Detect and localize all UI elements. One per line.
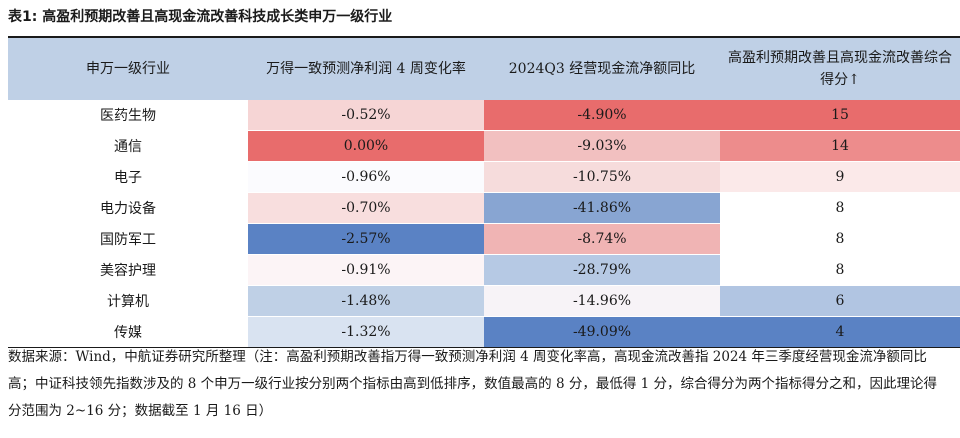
cashflow-cell: -10.75% [484,161,720,193]
profit-cell: -1.48% [248,285,484,317]
profit-cell: -1.32% [248,316,484,348]
table-row: 医药生物 -0.52% -4.90% 15 [8,100,960,131]
industry-cell: 通信 [8,130,248,162]
table-header-row: 申万一级行业 万得一致预测净利润 4 周变化率 2024Q3 经营现金流净额同比… [8,36,960,100]
score-cell: 8 [720,223,960,255]
profit-cell: -0.52% [248,100,484,131]
cashflow-cell: -9.03% [484,130,720,162]
profit-cell: -2.57% [248,223,484,255]
score-cell: 4 [720,316,960,348]
industry-cell: 美容护理 [8,254,248,286]
source-note: 数据来源：Wind，中航证券研究所整理（注：高盈利预期改善指万得一致预测净利润 … [8,349,938,419]
table-row: 国防军工 -2.57% -8.74% 8 [8,223,960,255]
profit-cell: -0.96% [248,161,484,193]
header-profit-change: 万得一致预测净利润 4 周变化率 [248,36,484,100]
industry-cell: 计算机 [8,285,248,317]
header-industry: 申万一级行业 [8,36,248,100]
score-cell: 8 [720,254,960,286]
cashflow-cell: -28.79% [484,254,720,286]
cashflow-cell: -8.74% [484,223,720,255]
industry-cell: 传媒 [8,316,248,348]
industry-cell: 电子 [8,161,248,193]
cashflow-cell: -4.90% [484,100,720,131]
table-row: 电子 -0.96% -10.75% 9 [8,161,960,193]
score-cell: 14 [720,130,960,162]
industry-cell: 国防军工 [8,223,248,255]
score-cell: 6 [720,285,960,317]
score-cell: 8 [720,192,960,224]
header-composite-score: 高盈利预期改善且高现金流改善综合得分↑ [720,36,960,100]
profit-cell: 0.00% [248,130,484,162]
header-cashflow-yoy: 2024Q3 经营现金流净额同比 [484,36,720,100]
cashflow-cell: -41.86% [484,192,720,224]
industry-cell: 电力设备 [8,192,248,224]
table-row: 美容护理 -0.91% -28.79% 8 [8,254,960,286]
industry-cell: 医药生物 [8,100,248,131]
table-row: 计算机 -1.48% -14.96% 6 [8,285,960,317]
table-title: 表1: 高盈利预期改善且高现金流改善科技成长类申万一级行业 [8,9,393,25]
cashflow-cell: -49.09% [484,316,720,348]
table-row: 电力设备 -0.70% -41.86% 8 [8,192,960,224]
score-cell: 15 [720,100,960,131]
profit-cell: -0.70% [248,192,484,224]
industry-score-table: 申万一级行业 万得一致预测净利润 4 周变化率 2024Q3 经营现金流净额同比… [8,36,960,348]
score-cell: 9 [720,161,960,193]
table-row: 传媒 -1.32% -49.09% 4 [8,316,960,348]
cashflow-cell: -14.96% [484,285,720,317]
table-row: 通信 0.00% -9.03% 14 [8,130,960,162]
profit-cell: -0.91% [248,254,484,286]
